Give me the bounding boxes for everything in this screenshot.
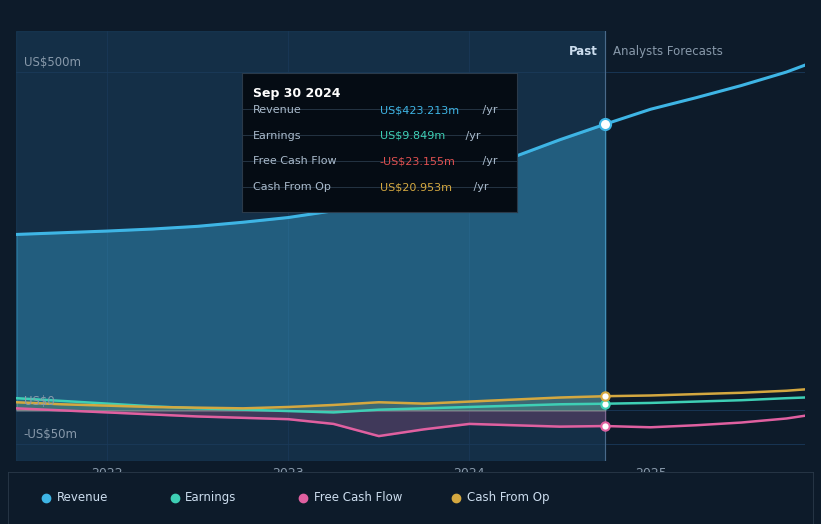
Text: /yr: /yr bbox=[479, 105, 498, 115]
Text: -US$23.155m: -US$23.155m bbox=[380, 156, 456, 167]
Text: Cash From Op: Cash From Op bbox=[253, 182, 331, 192]
Text: Free Cash Flow: Free Cash Flow bbox=[314, 492, 402, 504]
Text: Revenue: Revenue bbox=[57, 492, 108, 504]
Text: Cash From Op: Cash From Op bbox=[467, 492, 549, 504]
Text: /yr: /yr bbox=[479, 156, 498, 167]
Text: /yr: /yr bbox=[461, 130, 480, 141]
Text: US$0: US$0 bbox=[24, 395, 54, 408]
Text: US$20.953m: US$20.953m bbox=[380, 182, 452, 192]
Text: US$423.213m: US$423.213m bbox=[380, 105, 459, 115]
Text: /yr: /yr bbox=[470, 182, 489, 192]
Text: -US$50m: -US$50m bbox=[24, 429, 78, 442]
Text: Free Cash Flow: Free Cash Flow bbox=[253, 156, 337, 167]
Text: Past: Past bbox=[569, 45, 598, 58]
Text: Revenue: Revenue bbox=[253, 105, 302, 115]
Text: US$9.849m: US$9.849m bbox=[380, 130, 445, 141]
Bar bbox=[16, 31, 605, 461]
Text: US$500m: US$500m bbox=[24, 56, 80, 69]
Text: Analysts Forecasts: Analysts Forecasts bbox=[612, 45, 722, 58]
Text: Earnings: Earnings bbox=[186, 492, 236, 504]
Text: Earnings: Earnings bbox=[253, 130, 301, 141]
Text: Sep 30 2024: Sep 30 2024 bbox=[253, 87, 341, 100]
